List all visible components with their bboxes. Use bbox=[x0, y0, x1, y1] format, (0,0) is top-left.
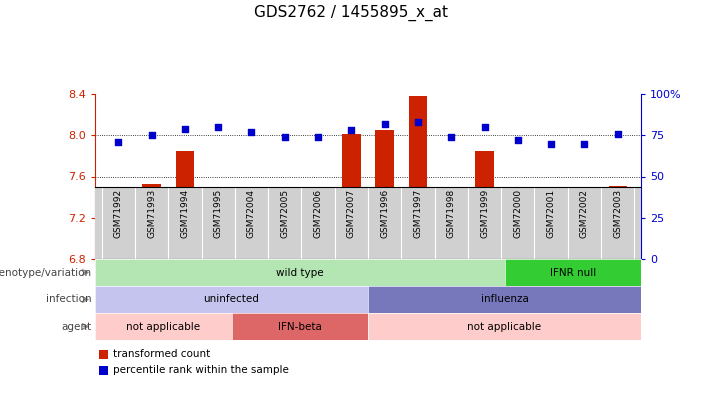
Text: GSM71999: GSM71999 bbox=[480, 189, 489, 239]
Bar bbox=[309, 221, 327, 259]
Text: influenza: influenza bbox=[481, 294, 529, 305]
Point bbox=[446, 134, 457, 140]
Point bbox=[179, 126, 191, 132]
Text: GSM72001: GSM72001 bbox=[547, 189, 556, 238]
Bar bbox=[409, 96, 427, 259]
Point bbox=[412, 119, 423, 125]
Point bbox=[346, 127, 357, 134]
Text: GDS2762 / 1455895_x_at: GDS2762 / 1455895_x_at bbox=[254, 5, 447, 21]
Text: GSM71992: GSM71992 bbox=[114, 189, 123, 238]
Bar bbox=[608, 186, 627, 259]
Point bbox=[512, 137, 524, 143]
Point bbox=[479, 124, 490, 130]
Text: GSM71994: GSM71994 bbox=[180, 189, 189, 238]
Point bbox=[113, 139, 124, 145]
Text: GSM72007: GSM72007 bbox=[347, 189, 356, 238]
Bar bbox=[109, 217, 128, 259]
Text: IFN-beta: IFN-beta bbox=[278, 322, 322, 332]
Bar bbox=[243, 190, 261, 259]
Text: GSM71998: GSM71998 bbox=[447, 189, 456, 239]
Point bbox=[545, 140, 557, 147]
Bar bbox=[376, 130, 394, 259]
Point bbox=[579, 140, 590, 147]
Bar bbox=[576, 229, 594, 259]
Text: GSM72002: GSM72002 bbox=[580, 189, 589, 238]
Text: genotype/variation: genotype/variation bbox=[0, 267, 92, 277]
Text: GSM72005: GSM72005 bbox=[280, 189, 290, 238]
Point bbox=[279, 134, 290, 140]
Point bbox=[612, 130, 623, 137]
Bar bbox=[442, 219, 461, 259]
Text: wild type: wild type bbox=[276, 267, 324, 277]
Point bbox=[379, 120, 390, 127]
Point bbox=[212, 124, 224, 130]
Text: not applicable: not applicable bbox=[126, 322, 200, 332]
Text: agent: agent bbox=[62, 322, 92, 332]
Text: GSM72004: GSM72004 bbox=[247, 189, 256, 238]
Text: GSM72003: GSM72003 bbox=[613, 189, 622, 238]
Text: infection: infection bbox=[46, 294, 92, 305]
Text: GSM71995: GSM71995 bbox=[214, 189, 223, 239]
Text: transformed count: transformed count bbox=[113, 349, 210, 359]
Text: GSM72006: GSM72006 bbox=[313, 189, 322, 238]
Bar bbox=[142, 184, 161, 259]
Text: GSM71993: GSM71993 bbox=[147, 189, 156, 239]
Bar bbox=[176, 151, 194, 259]
Point bbox=[246, 129, 257, 135]
Bar bbox=[275, 213, 294, 259]
Text: GSM72000: GSM72000 bbox=[513, 189, 522, 238]
Point bbox=[146, 132, 157, 139]
Bar bbox=[475, 151, 494, 259]
Text: GSM71996: GSM71996 bbox=[380, 189, 389, 239]
Point bbox=[313, 134, 324, 140]
Text: percentile rank within the sample: percentile rank within the sample bbox=[113, 365, 288, 375]
Text: not applicable: not applicable bbox=[468, 322, 542, 332]
Text: uninfected: uninfected bbox=[203, 294, 259, 305]
Bar bbox=[209, 189, 227, 259]
Text: IFNR null: IFNR null bbox=[550, 267, 596, 277]
Bar bbox=[342, 134, 360, 259]
Text: GSM71997: GSM71997 bbox=[414, 189, 423, 239]
Bar bbox=[542, 221, 560, 259]
Bar bbox=[509, 257, 527, 259]
